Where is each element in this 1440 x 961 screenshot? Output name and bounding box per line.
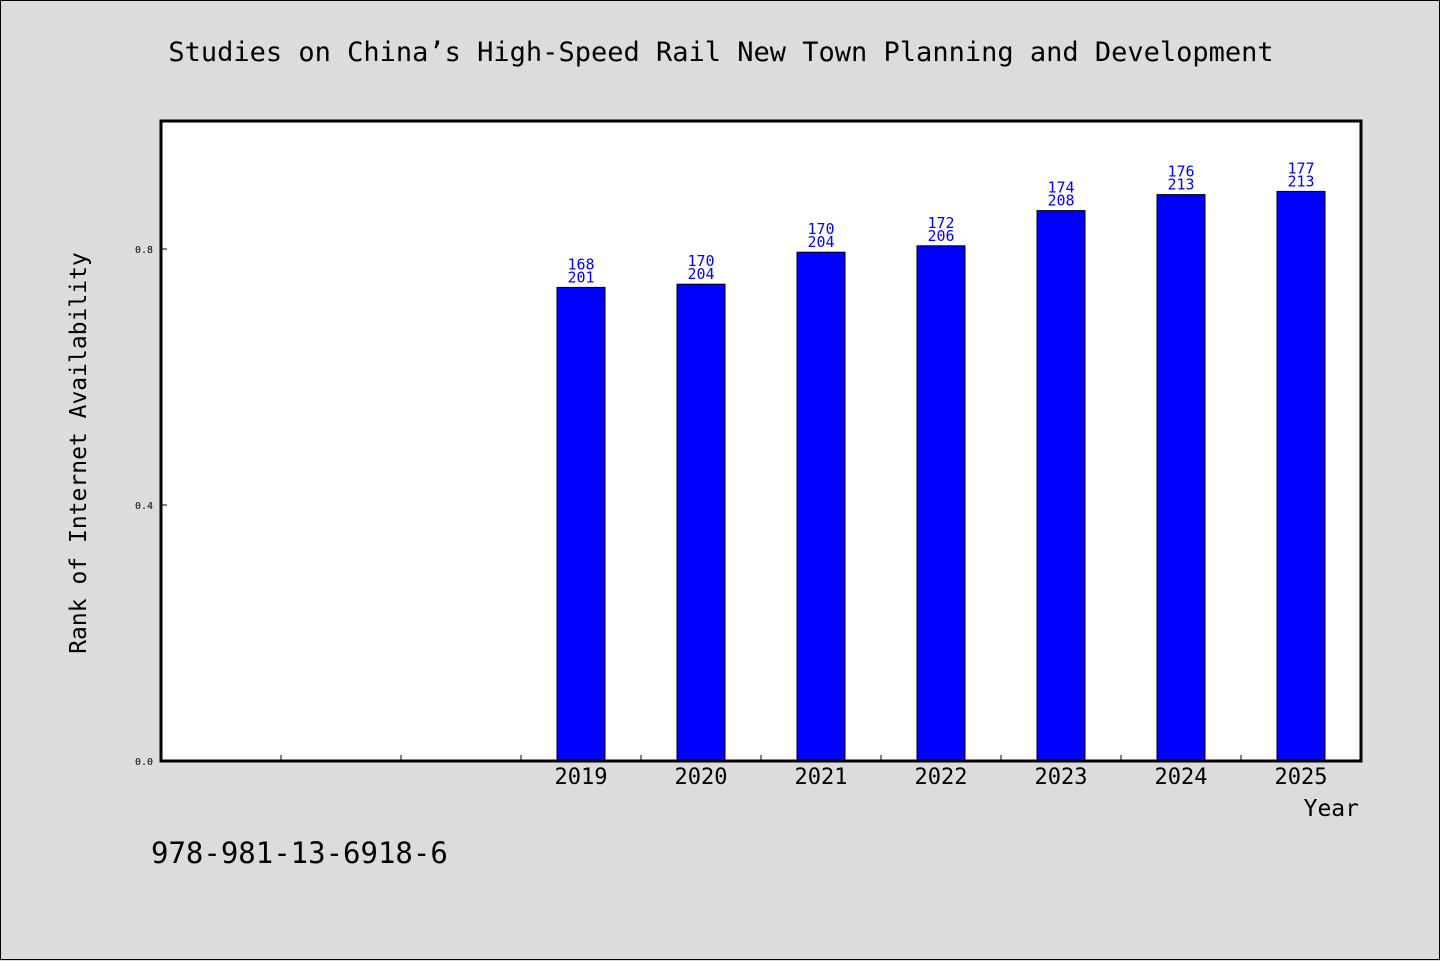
x-tick-label: 2021 xyxy=(795,765,848,790)
bar xyxy=(916,245,966,762)
bar xyxy=(556,286,606,762)
bar-data-label: 170 xyxy=(687,252,714,270)
bar-labels-layer: 1682011702041702041722061742081762131772… xyxy=(567,159,1314,286)
bar-data-label: 204 xyxy=(807,233,834,251)
bar-data-label: 201 xyxy=(567,268,594,286)
y-tick-label: 0.0 xyxy=(135,757,153,768)
bar-data-label: 170 xyxy=(807,220,834,238)
y-tick-label: 0.4 xyxy=(135,501,153,512)
plot-border xyxy=(159,119,1363,763)
bar xyxy=(1156,194,1206,762)
bar-data-label: 213 xyxy=(1287,172,1314,190)
bars-layer xyxy=(556,190,1326,762)
bar-data-label: 204 xyxy=(687,265,714,283)
bar xyxy=(676,283,726,762)
bar xyxy=(796,251,846,762)
bar xyxy=(1036,210,1086,762)
bar-data-label: 206 xyxy=(927,227,954,245)
x-axis-label: Year xyxy=(1303,796,1359,822)
bar xyxy=(1276,190,1326,762)
bar-data-label: 174 xyxy=(1047,179,1074,197)
bar-data-label: 177 xyxy=(1287,159,1314,177)
bar-data-label: 172 xyxy=(927,214,954,232)
bar-data-label: 176 xyxy=(1167,163,1194,181)
isbn-text: 978-981-13-6918-6 xyxy=(151,836,448,870)
axis-ticks-layer: 2019 2020 2021 2022 2023 2024 2025 0.0 0.4 0.8 xyxy=(135,245,1328,790)
x-tick-label: 2025 xyxy=(1275,765,1328,790)
y-tick-label: 0.8 xyxy=(135,245,153,256)
x-tick-label: 2019 xyxy=(555,765,608,790)
chart-title: Studies on China’s High-Speed Rail New T… xyxy=(168,37,1274,68)
x-tick-label: 2023 xyxy=(1035,765,1088,790)
bar-data-label: 208 xyxy=(1047,192,1074,210)
x-tick-label: 2024 xyxy=(1155,765,1208,790)
x-tick-label: 2022 xyxy=(915,765,968,790)
x-tick-label: 2020 xyxy=(675,765,728,790)
y-axis-label: Rank of Internet Availability xyxy=(66,252,92,654)
bar-data-label: 213 xyxy=(1167,176,1194,194)
bar-data-label: 168 xyxy=(567,255,594,273)
